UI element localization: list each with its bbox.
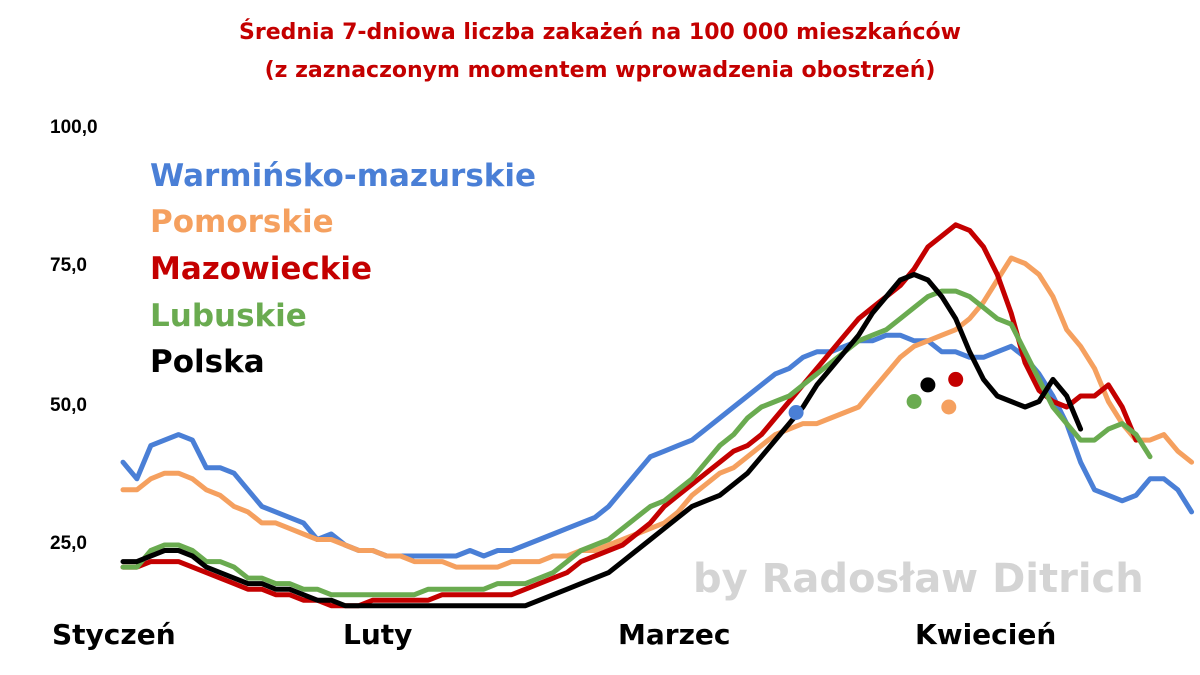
- y-tick-label: 100,0: [50, 117, 98, 138]
- restriction-marker-1: [941, 399, 957, 415]
- restriction-marker-3: [906, 394, 922, 409]
- x-tick-label: Styczeń: [52, 618, 176, 651]
- legend-item-lubuskie: Lubuskie: [150, 298, 307, 334]
- series-layer: [120, 222, 1195, 609]
- x-tick-label: Kwiecień: [915, 618, 1057, 651]
- restriction-marker-4: [920, 377, 936, 393]
- y-tick-label: 25,0: [50, 533, 87, 554]
- series-line-4: [120, 272, 1084, 609]
- marker-layer: [788, 371, 964, 420]
- y-tick-label: 50,0: [50, 395, 87, 416]
- chart-subtitle: (z zaznaczonym momentem wprowadzenia obo…: [264, 58, 936, 83]
- watermark: by Radosław Ditrich: [693, 556, 1144, 602]
- legend-item-warminsko-mazurskie: Warmińsko-mazurskie: [150, 158, 537, 194]
- series-line-2: [120, 222, 1139, 609]
- series-line-3: [120, 288, 1153, 598]
- legend-item-pomorskie: Pomorskie: [150, 204, 334, 240]
- chart-title: Średnia 7-dniowa liczba zakażeń na 100 0…: [239, 20, 961, 45]
- legend-item-polska: Polska: [150, 344, 265, 380]
- x-tick-label: Marzec: [618, 618, 731, 651]
- legend-item-mazowieckie: Mazowieckie: [150, 251, 373, 287]
- restriction-marker-2: [948, 371, 964, 387]
- series-line-1: [120, 255, 1195, 570]
- series-line-0: [120, 332, 1195, 559]
- x-tick-label: Luty: [343, 618, 413, 651]
- restriction-marker-0: [788, 405, 804, 420]
- y-tick-label: 75,0: [50, 255, 87, 276]
